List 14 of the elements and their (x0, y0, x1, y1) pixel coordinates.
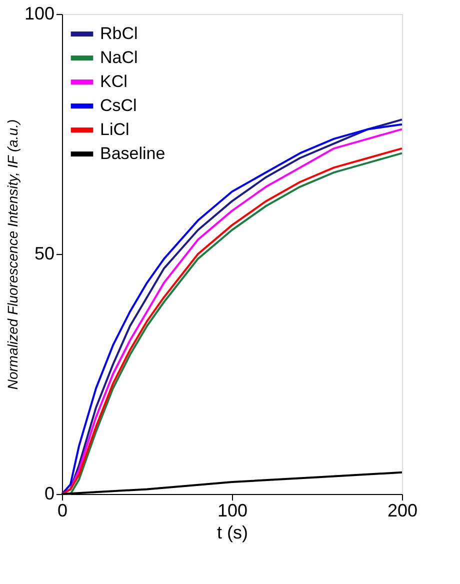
y-axis-title: Normalized Fluorescence Intensity, IF (a.u.) (4, 119, 20, 390)
y-tick-label: 50 (34, 244, 54, 264)
legend-label: KCl (100, 72, 128, 91)
x-tick-label: 100 (217, 500, 248, 520)
x-axis-title: t (s) (217, 522, 248, 542)
legend-label: Baseline (100, 144, 166, 163)
legend-label: NaCl (100, 48, 138, 67)
legend-label: LiCl (100, 120, 130, 139)
x-tick-label: 0 (57, 500, 68, 520)
y-tick-label: 100 (24, 4, 54, 24)
y-tick-label: 0 (44, 484, 54, 504)
x-tick-label: 200 (387, 500, 418, 520)
legend-label: CsCl (100, 96, 137, 115)
legend-label: RbCl (100, 24, 138, 43)
